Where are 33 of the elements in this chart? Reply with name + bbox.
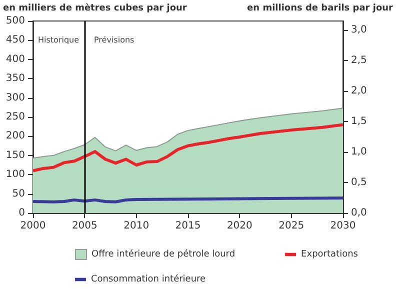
legend-label: Offre intérieure de pétrole lourd xyxy=(92,248,236,260)
x-tick-label: 2025 xyxy=(278,220,304,232)
y-tick-label: 100 xyxy=(6,169,25,180)
x-tick-label: 2000 xyxy=(20,220,46,232)
y-tick-label: 450 xyxy=(6,34,25,46)
x-tick-label: 2005 xyxy=(72,220,98,232)
y-tick-label: 150 xyxy=(6,150,25,161)
y-tick-label: 350 xyxy=(6,73,25,84)
y-tick-label: 400 xyxy=(6,54,25,65)
annotation: Prévisions xyxy=(94,36,134,44)
x-tick-label: 2020 xyxy=(226,220,252,232)
x-tick-label: 2010 xyxy=(124,220,150,232)
y2-tick-label: 0,5 xyxy=(351,176,367,188)
y-tick-label: 500 xyxy=(6,16,25,26)
y2-tick-label: 2,5 xyxy=(351,54,367,66)
y-tick-label: 50 xyxy=(12,188,25,200)
y2-tick-label: 3,0 xyxy=(351,24,367,36)
y2-tick-label: 2,0 xyxy=(351,85,367,96)
legend-label: Exportations xyxy=(301,250,358,260)
y-tick-label: 0 xyxy=(18,208,25,218)
x-tick-label: 2030 xyxy=(330,220,356,232)
annotation: Historique xyxy=(38,36,80,44)
y2-tick-label: 1,0 xyxy=(351,146,367,158)
y-tick-label: 300 xyxy=(6,92,25,104)
line-series xyxy=(32,123,344,172)
y-tick-label: 250 xyxy=(6,112,25,122)
legend-label: Consommation intérieure xyxy=(91,274,206,284)
y-tick-label: 200 xyxy=(6,130,25,142)
y2-tick-label: 1,5 xyxy=(351,116,367,127)
x-tick-label: 2015 xyxy=(175,220,201,232)
y2-tick-label: 0,0 xyxy=(351,208,367,218)
y-axis-title: en milliers de mètres cubes par jour xyxy=(3,2,188,14)
y2-axis-title: en millions de barils par jour xyxy=(247,4,394,14)
